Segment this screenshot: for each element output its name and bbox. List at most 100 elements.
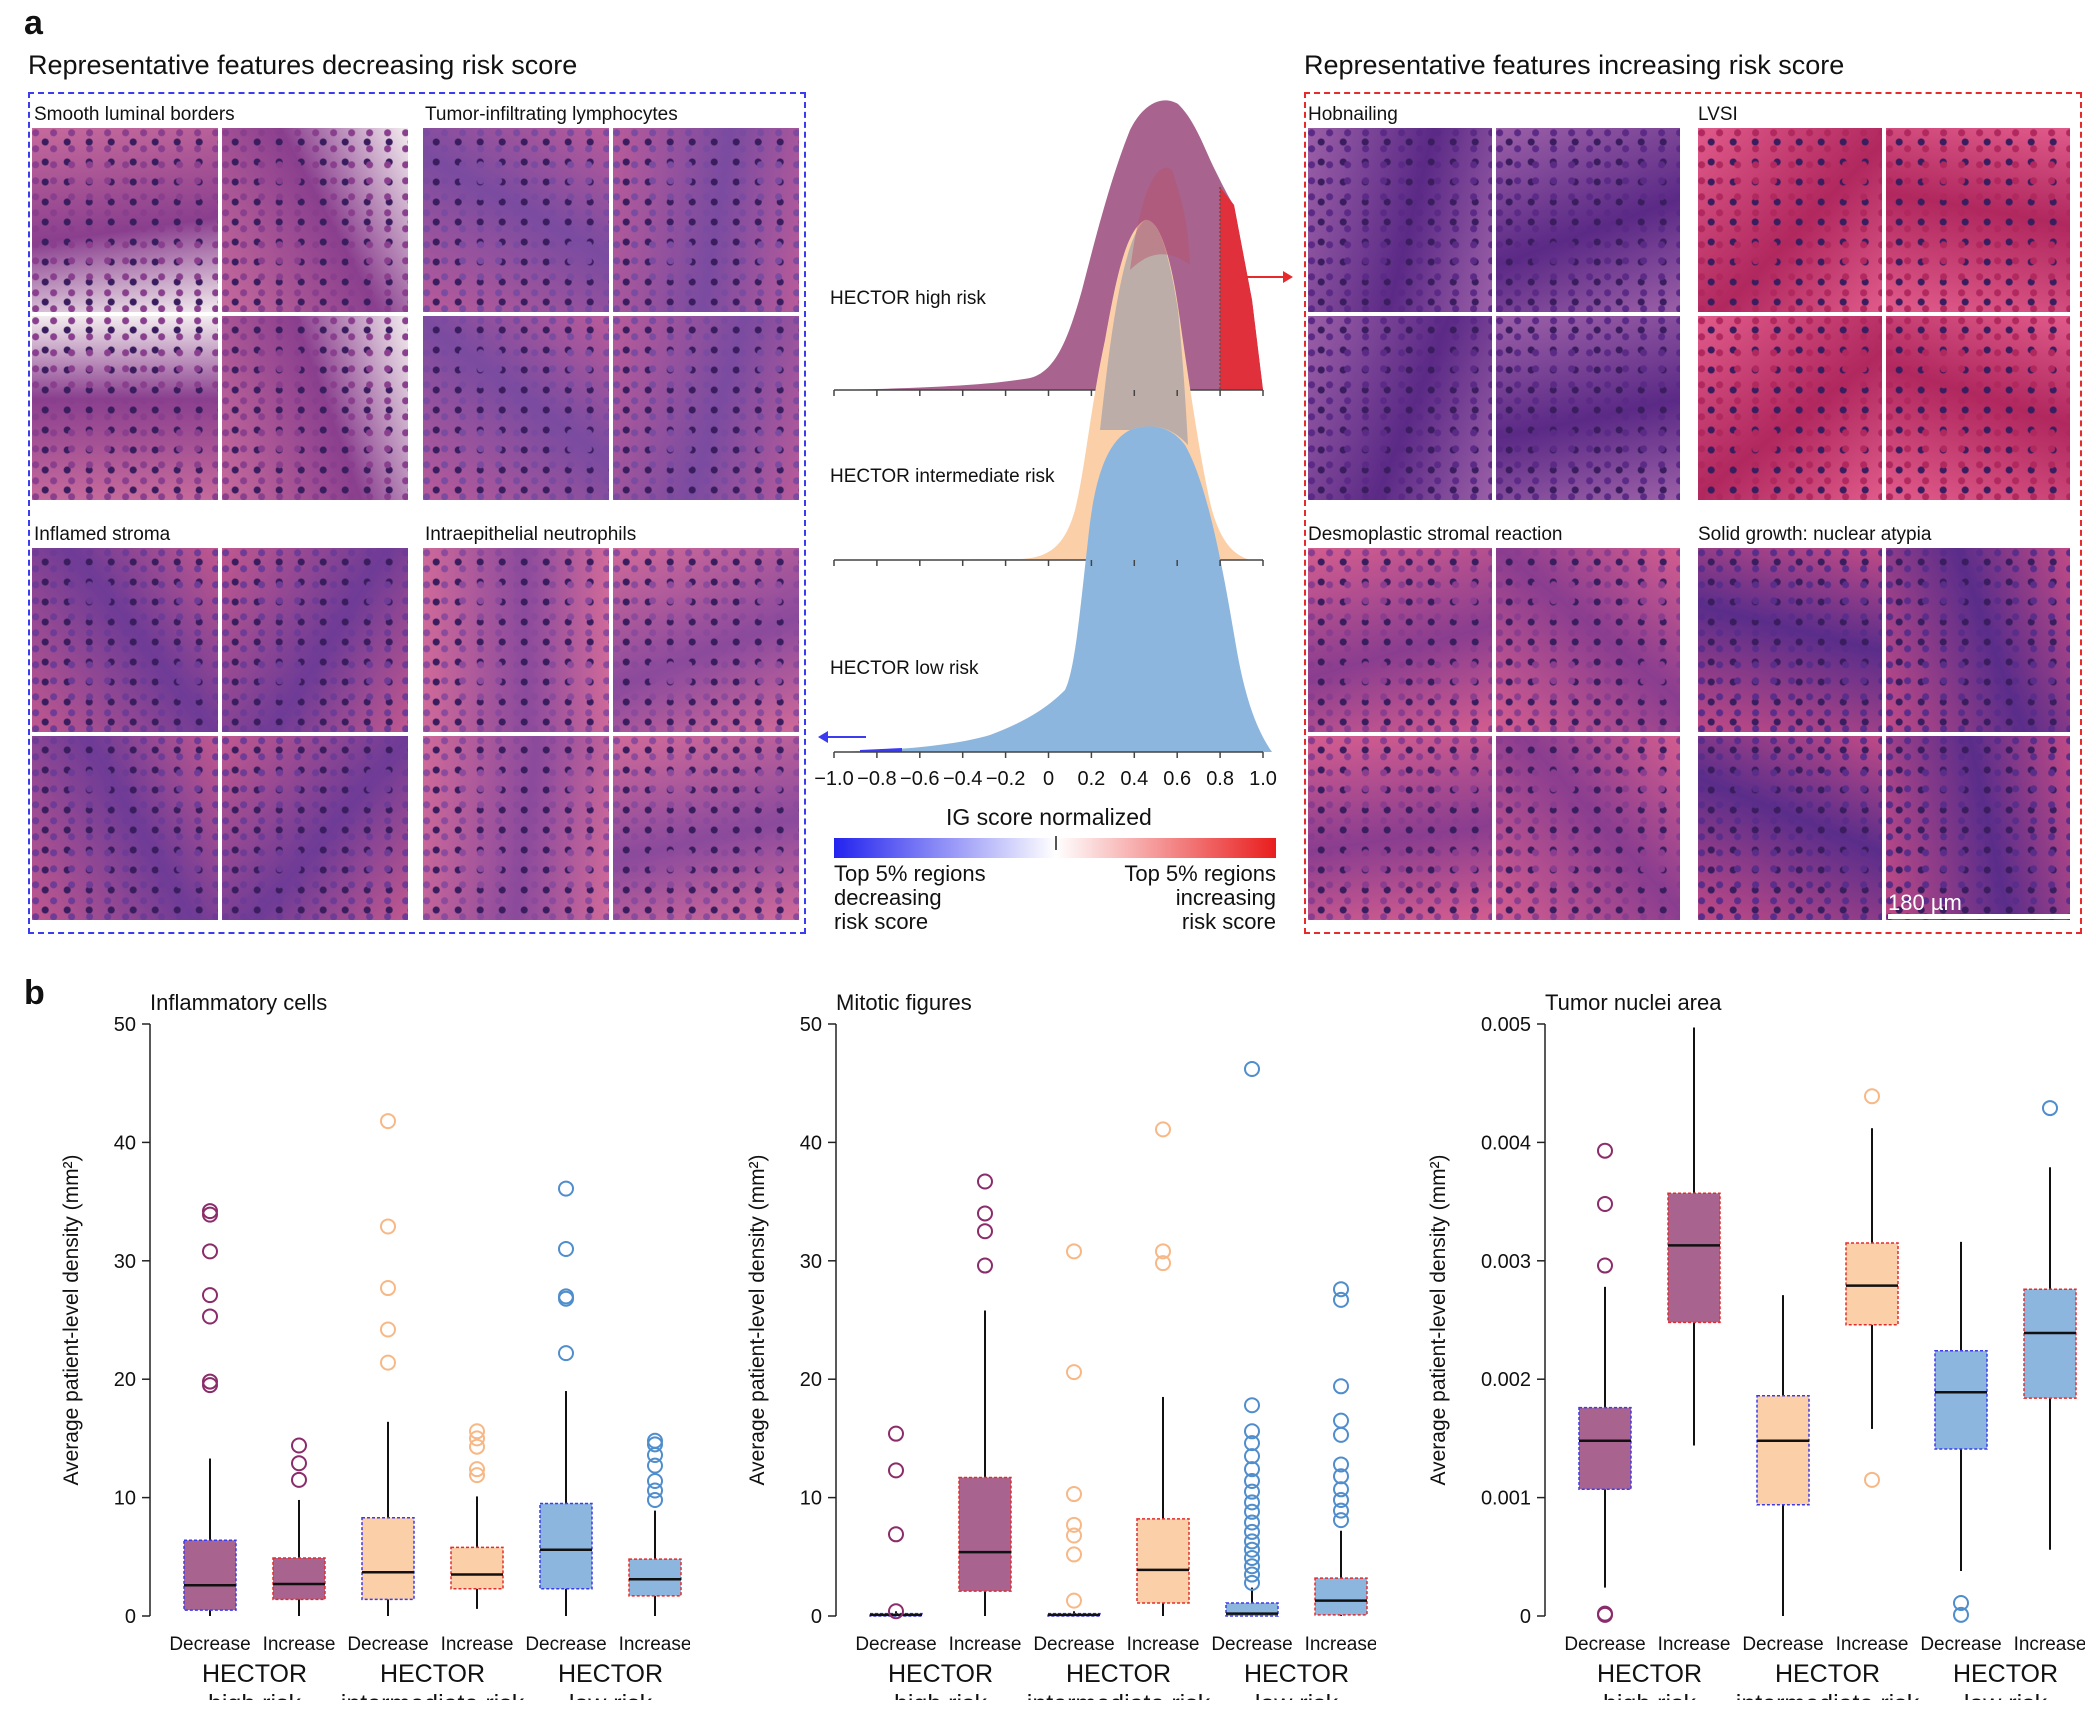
- outlier-point: [1066, 1592, 1082, 1609]
- feature-label: Smooth luminal borders: [34, 104, 235, 125]
- outlier-point: [380, 1280, 396, 1297]
- group-label: HECTOR: [558, 1660, 663, 1688]
- histology-image-tile: [1698, 316, 1882, 500]
- box: [1314, 1577, 1368, 1616]
- outlier-point: [1244, 1523, 1260, 1540]
- box: [450, 1546, 504, 1590]
- outlier-point: [1244, 1397, 1260, 1414]
- outlier-point: [647, 1473, 663, 1490]
- category-label: Decrease: [347, 1634, 428, 1655]
- histology-image-tile: [32, 128, 218, 312]
- group-label: HECTOR: [380, 1660, 485, 1688]
- boxplot-title: Mitotic figures: [836, 990, 972, 1015]
- histology-image-tile: [222, 128, 408, 312]
- outlier-point: [1333, 1502, 1349, 1519]
- outlier-point: [888, 1425, 904, 1442]
- y-tick-label: 20: [800, 1369, 822, 1391]
- ridge-x-tick-label: −0.2: [985, 768, 1026, 790]
- outlier-point: [977, 1173, 993, 1190]
- outlier-point: [1597, 1605, 1613, 1622]
- outlier-point: [1333, 1468, 1349, 1485]
- ridge-label-high: HECTOR high risk: [830, 288, 986, 309]
- ridge-x-tick-label: −0.8: [857, 768, 897, 790]
- ridge-plot: [833, 100, 1272, 758]
- category-label: Decrease: [855, 1634, 936, 1655]
- box: [1578, 1406, 1632, 1491]
- histology-image-tile: [613, 128, 799, 312]
- outlier-point: [558, 1288, 574, 1305]
- outlier-point: [1155, 1243, 1171, 1260]
- outlier-point: [1244, 1494, 1260, 1511]
- outlier-point: [1066, 1243, 1082, 1260]
- category-label: Decrease: [1211, 1634, 1292, 1655]
- panel-a-letter: a: [24, 4, 43, 42]
- outlier-point: [888, 1603, 904, 1620]
- y-tick-label: 0: [1520, 1606, 1531, 1628]
- category-label: Increase: [1658, 1634, 1731, 1655]
- increasing-features-box: [1304, 92, 2082, 934]
- group-label: HECTOR: [888, 1660, 993, 1688]
- category-label: Increase: [1836, 1634, 1909, 1655]
- outlier-point: [1597, 1195, 1613, 1212]
- group-label: high risk: [1603, 1690, 1697, 1700]
- arrow-left-icon: [818, 731, 866, 743]
- y-tick-label: 50: [800, 1014, 822, 1036]
- outlier-point: [469, 1423, 485, 1440]
- box: [958, 1476, 1012, 1592]
- ridge-high-risk-top5: [1220, 187, 1263, 390]
- y-tick-label: 0.001: [1481, 1488, 1531, 1510]
- outlier-point: [558, 1345, 574, 1362]
- arrow-right-icon: [1245, 271, 1293, 283]
- ridge-label-intermediate: HECTOR intermediate risk: [830, 466, 1055, 487]
- feature-label: Solid growth: nuclear atypia: [1698, 524, 1932, 545]
- decreasing-features-box: [28, 92, 806, 934]
- outlier-point: [469, 1438, 485, 1455]
- group-label: high risk: [208, 1690, 302, 1700]
- group-label: intermediate risk: [341, 1690, 525, 1700]
- outlier-point: [1155, 1255, 1171, 1272]
- outlier-point: [1244, 1060, 1260, 1077]
- boxplot-chart: Inflammatory cells 0 10 20 30 40 50 Average pat…: [60, 990, 690, 1700]
- y-axis-label: Average patient-level density (mm²): [746, 1154, 769, 1485]
- outlier-point: [1066, 1364, 1082, 1381]
- histology-image-tile: [1698, 736, 1882, 920]
- outlier-point: [1244, 1514, 1260, 1531]
- ridge-x-tick-label: 0: [1042, 768, 1055, 790]
- histology-image-tile: [1886, 548, 2070, 732]
- outlier-point: [1864, 1471, 1880, 1488]
- y-axis-label: Average patient-level density (mm²): [1427, 1154, 1450, 1485]
- category-label: Increase: [949, 1634, 1022, 1655]
- outlier-point: [647, 1482, 663, 1499]
- outlier-point: [1864, 1088, 1880, 1105]
- y-tick-label: 0.004: [1481, 1132, 1531, 1154]
- outlier-point: [1244, 1473, 1260, 1490]
- group-label: high risk: [894, 1690, 988, 1700]
- y-tick-label: 0.003: [1481, 1251, 1531, 1273]
- histology-image-tile: [423, 128, 609, 312]
- category-label: Decrease: [525, 1634, 606, 1655]
- outlier-point: [1333, 1426, 1349, 1443]
- boxplot-title: Inflammatory cells: [150, 990, 327, 1015]
- boxplot-title: Tumor nuclei area: [1545, 990, 1722, 1015]
- ridge-x-tick-label: 0.2: [1077, 768, 1106, 790]
- outlier-point: [1244, 1566, 1260, 1583]
- outlier-point: [1155, 1121, 1171, 1138]
- y-tick-label: 30: [114, 1251, 136, 1273]
- box: [628, 1558, 682, 1597]
- outlier-point: [558, 1180, 574, 1197]
- box: [272, 1557, 326, 1601]
- histology-image-tile: [222, 736, 408, 920]
- ridge-low-risk-top5: [860, 748, 902, 752]
- y-tick-label: 0: [125, 1606, 136, 1628]
- category-label: Increase: [1127, 1634, 1200, 1655]
- ridge-x-tick-label: 0.8: [1206, 768, 1234, 790]
- outlier-point: [977, 1223, 993, 1240]
- outlier-point: [1244, 1574, 1260, 1591]
- y-axis-label: Average patient-level density (mm²): [60, 1154, 83, 1485]
- histology-image-tile: [1308, 128, 1492, 312]
- group-label: HECTOR: [1597, 1660, 1702, 1688]
- histology-image-tile: [222, 548, 408, 732]
- group-label: HECTOR: [1775, 1660, 1880, 1688]
- outlier-point: [469, 1461, 485, 1478]
- box: [1845, 1242, 1899, 1326]
